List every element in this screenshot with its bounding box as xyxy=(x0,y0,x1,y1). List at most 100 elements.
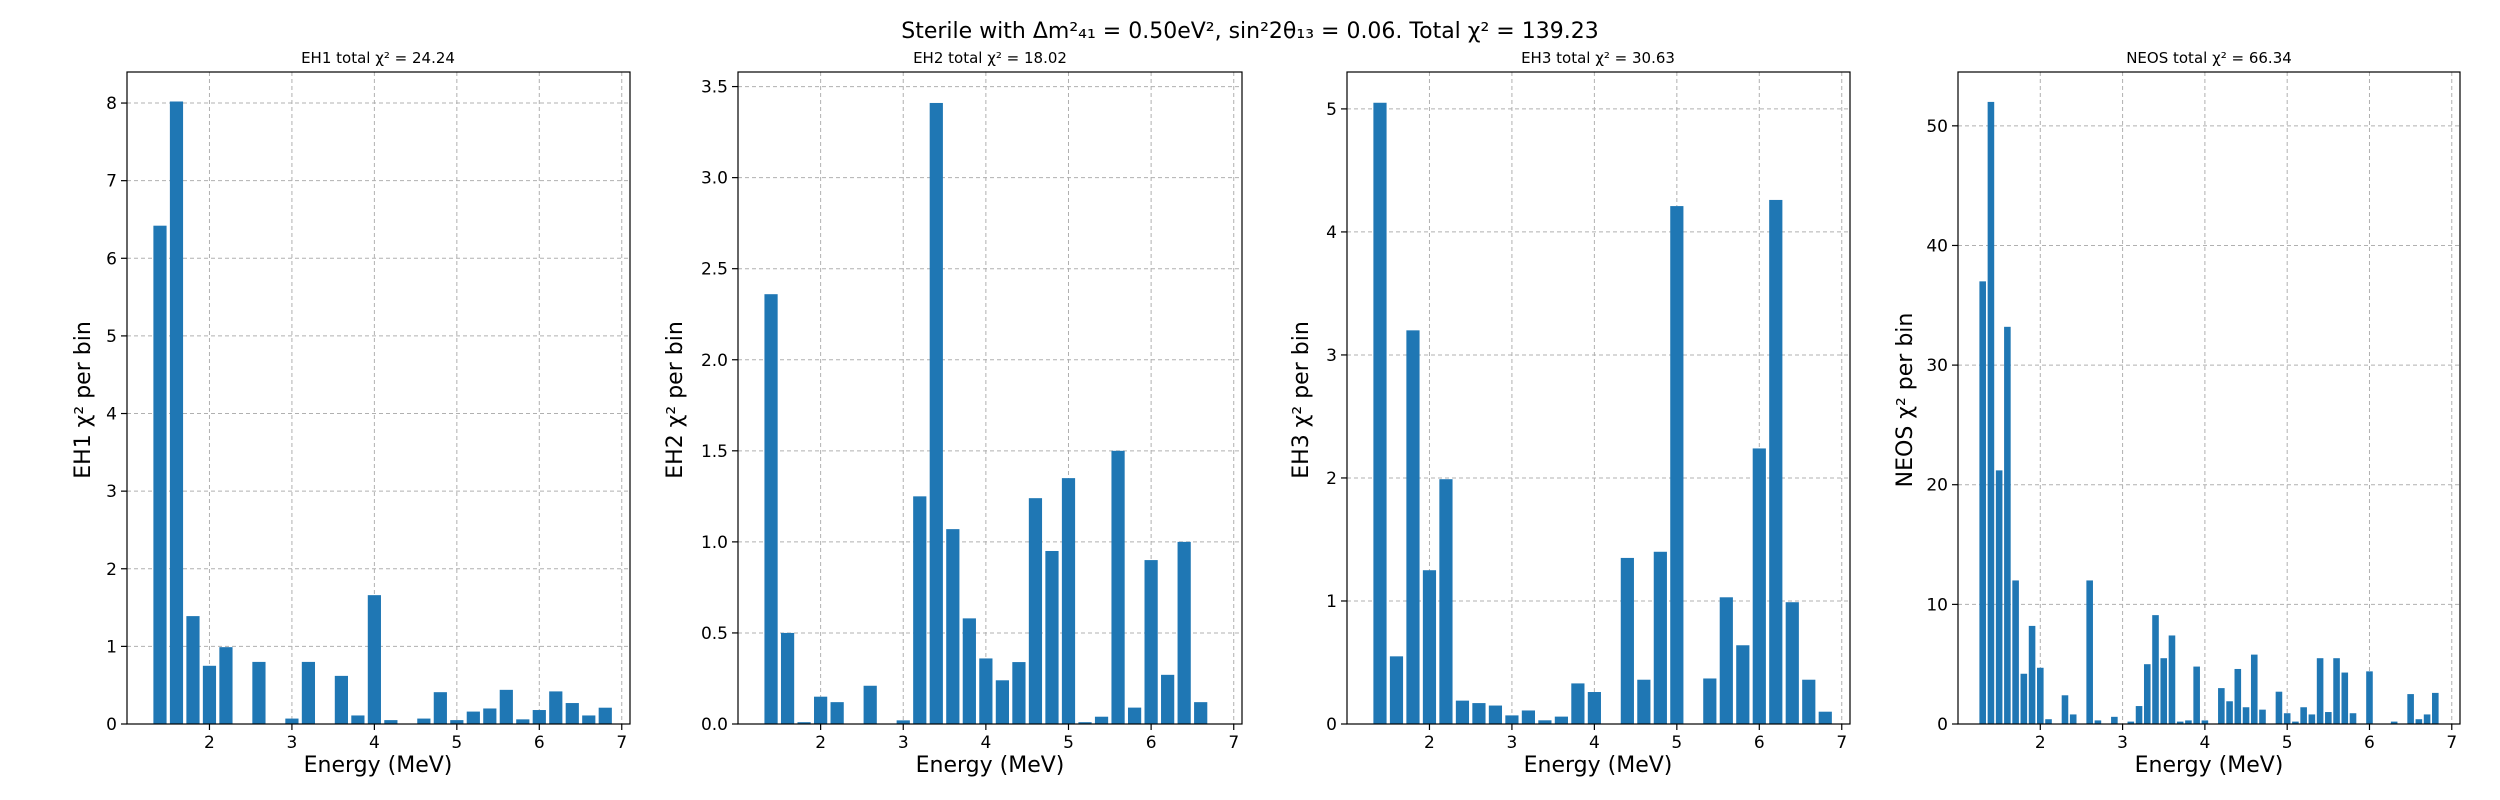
bar-eh3-12 xyxy=(1571,683,1585,724)
bar-eh3-6 xyxy=(1472,703,1486,724)
y-tick-label: 5 xyxy=(106,327,117,347)
y-tick-label: 2.0 xyxy=(701,351,728,371)
y-tick-label: 2.5 xyxy=(701,260,728,280)
x-tick-label: 4 xyxy=(369,733,380,753)
bar-neos-44 xyxy=(2341,672,2349,724)
bar-neos-25 xyxy=(2185,720,2192,724)
bar-eh2-16 xyxy=(1028,498,1043,724)
bar-eh3-3 xyxy=(1422,570,1437,724)
axes-eh2: 2 3 4 5 6 7 0.0 0.5 1.0 1.5 2.0 2.5 3.0 3.5 xyxy=(701,71,1243,753)
plot-frame-neos xyxy=(1957,71,2461,725)
x-tick-label: 2 xyxy=(1424,733,1435,753)
bars-eh1 xyxy=(153,101,612,724)
bar-neos-3 xyxy=(2004,326,2011,724)
panel-neos: NEOS total χ² = 66.34 Energy (MeV) NEOS … xyxy=(1893,49,2461,778)
bar-eh2-3 xyxy=(814,696,828,724)
bar-neos-22 xyxy=(2160,658,2168,724)
bar-neos-37 xyxy=(2283,713,2291,724)
bar-neos-39 xyxy=(2300,707,2307,724)
y-axis-label-eh2: EH2 χ² per bin xyxy=(663,321,688,479)
y-axis-label-eh1: EH1 χ² per bin xyxy=(71,321,96,479)
plot-frame-eh3 xyxy=(1346,71,1851,725)
bar-eh2-19 xyxy=(1078,722,1092,724)
bar-eh2-10 xyxy=(929,102,943,725)
bar-eh2-25 xyxy=(1177,541,1191,724)
bar-neos-47 xyxy=(2366,671,2373,724)
bar-neos-4 xyxy=(2012,580,2019,724)
bar-eh1-16 xyxy=(417,718,431,724)
panel-eh2: EH2 total χ² = 18.02 Energy (MeV) EH2 χ²… xyxy=(663,49,1243,778)
bar-eh1-11 xyxy=(334,675,348,724)
bar-eh1-6 xyxy=(252,661,266,724)
x-tick-label: 6 xyxy=(1146,733,1157,753)
x-tick-label: 2 xyxy=(2035,733,2046,753)
bar-eh3-4 xyxy=(1439,479,1453,724)
y-axis-label-eh3: EH3 χ² per bin xyxy=(1289,321,1314,479)
x-tick-label: 7 xyxy=(1228,733,1239,753)
x-tick-label: 6 xyxy=(1754,733,1765,753)
y-tick-label: 0.5 xyxy=(701,624,728,644)
figure-suptitle: Sterile with Δm²₄₁ = 0.50eV², sin²2θ₁₃ =… xyxy=(901,19,1598,44)
bar-eh2-0 xyxy=(764,294,778,724)
bar-eh2-26 xyxy=(1194,702,1208,724)
bar-neos-43 xyxy=(2333,658,2340,724)
bar-eh3-24 xyxy=(1769,199,1783,724)
bar-eh2-13 xyxy=(979,658,993,724)
bar-neos-10 xyxy=(2061,695,2069,724)
bar-eh3-17 xyxy=(1653,551,1667,724)
grid-lines-eh1 xyxy=(127,72,630,725)
bar-eh2-4 xyxy=(830,702,844,724)
bar-eh3-11 xyxy=(1554,716,1568,724)
bar-neos-33 xyxy=(2250,654,2258,724)
bar-neos-55 xyxy=(2432,692,2439,724)
bar-eh2-2 xyxy=(797,722,811,724)
bar-eh3-8 xyxy=(1505,715,1519,724)
bar-eh3-16 xyxy=(1637,679,1651,724)
panel-eh3: EH3 total χ² = 30.63 Energy (MeV) EH3 χ²… xyxy=(1289,49,1851,778)
bar-neos-5 xyxy=(2020,673,2028,724)
y-tick-label: 8 xyxy=(106,94,117,114)
bar-eh1-4 xyxy=(219,647,233,724)
bar-eh2-23 xyxy=(1144,560,1158,724)
axes-eh3: 2 3 4 5 6 7 0 1 2 3 4 5 xyxy=(1326,71,1851,753)
y-tick-label: 4 xyxy=(1326,223,1337,243)
bar-neos-40 xyxy=(2308,714,2316,724)
bar-neos-14 xyxy=(2094,720,2102,724)
x-tick-label: 3 xyxy=(1507,733,1518,753)
bar-neos-18 xyxy=(2127,721,2135,724)
bar-neos-6 xyxy=(2028,625,2036,724)
panel-title-neos: NEOS total χ² = 66.34 xyxy=(2126,49,2292,67)
y-tick-label: 0.0 xyxy=(701,715,728,735)
bar-neos-31 xyxy=(2234,668,2242,724)
bar-eh3-15 xyxy=(1620,557,1634,724)
bar-neos-13 xyxy=(2086,580,2093,724)
bars-eh2 xyxy=(764,102,1208,725)
y-tick-label: 0 xyxy=(106,715,117,735)
bar-eh3-20 xyxy=(1703,678,1717,724)
bar-neos-42 xyxy=(2325,712,2332,724)
bar-neos-16 xyxy=(2111,716,2118,724)
bar-neos-19 xyxy=(2135,706,2143,724)
panel-eh1: EH1 total χ² = 24.24 Energy (MeV) EH1 χ²… xyxy=(71,49,631,778)
bar-eh3-22 xyxy=(1736,645,1750,724)
x-axis-label-eh3: Energy (MeV) xyxy=(1524,753,1673,778)
bar-eh2-21 xyxy=(1111,450,1125,724)
y-tick-label: 3 xyxy=(106,482,117,502)
grid-lines-eh2 xyxy=(738,72,1242,725)
bar-eh3-1 xyxy=(1389,656,1404,724)
bar-neos-23 xyxy=(2168,635,2176,724)
x-tick-label: 7 xyxy=(616,733,627,753)
bar-neos-2 xyxy=(1995,470,2003,724)
x-tick-label: 7 xyxy=(1836,733,1847,753)
y-tick-label: 3.0 xyxy=(701,169,728,189)
bar-eh3-5 xyxy=(1455,700,1470,724)
panel-title-eh3: EH3 total χ² = 30.63 xyxy=(1521,49,1675,67)
bar-eh3-25 xyxy=(1785,602,1799,724)
panel-title-eh2: EH2 total χ² = 18.02 xyxy=(913,49,1067,67)
x-tick-label: 4 xyxy=(980,733,991,753)
x-axis-label-eh1: Energy (MeV) xyxy=(304,753,453,778)
bar-eh2-15 xyxy=(1012,662,1026,724)
bar-eh1-0 xyxy=(153,225,167,724)
bar-eh3-21 xyxy=(1719,597,1733,724)
